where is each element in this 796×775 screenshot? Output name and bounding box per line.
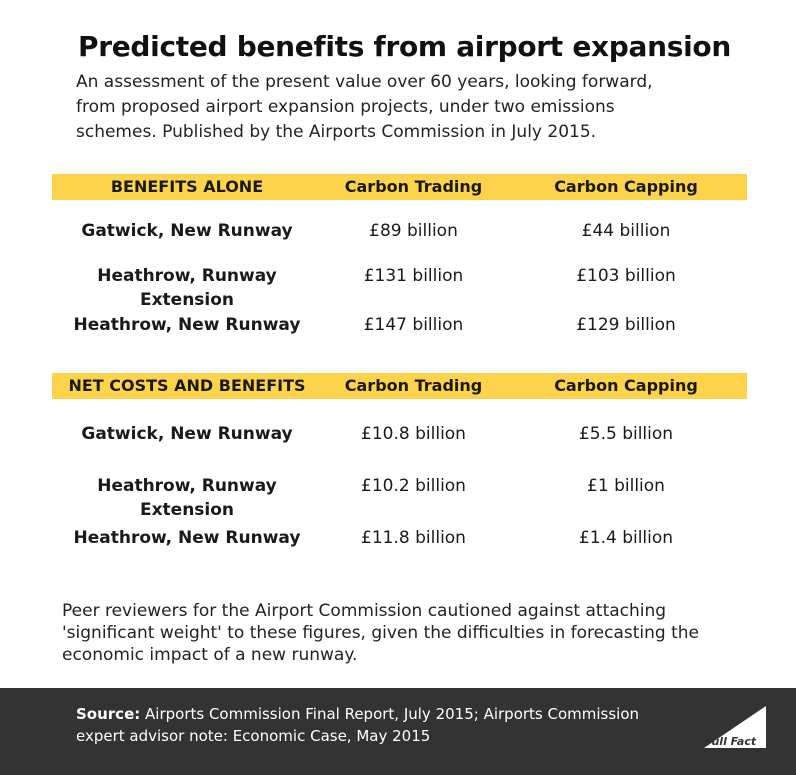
table-cell: £11.8 billion <box>361 528 466 548</box>
source-label: Source: <box>76 705 141 723</box>
row-label: Heathrow, Runway Extension <box>97 476 277 520</box>
table-header-cell: BENEFITS ALONE <box>110 177 264 196</box>
table-cell: £131 billion <box>363 266 464 286</box>
table-cell: £103 billion <box>576 266 676 286</box>
table-cell: £10.2 billion <box>361 476 466 496</box>
source-citation: Source: Airports Commission Final Report… <box>76 703 676 747</box>
page-subtitle: An assessment of the present value over … <box>76 72 653 142</box>
table-cell: £44 billion <box>581 221 671 241</box>
footer: Source: Airports Commission Final Report… <box>0 688 796 775</box>
row-label: Heathrow, Runway Extension <box>97 266 277 310</box>
table-header-cell: Carbon Trading <box>344 177 483 196</box>
table-cell: £5.5 billion <box>578 424 674 444</box>
table-header-cell: Carbon Capping <box>554 376 698 395</box>
source-text: Airports Commission Final Report, July 2… <box>76 705 640 745</box>
logo-text: Full Fact <box>705 735 757 748</box>
row-label: Heathrow, New Runway <box>73 315 301 335</box>
peer-review-note: Peer reviewers for the Airport Commissio… <box>62 601 700 665</box>
row-label: Gatwick, New Runway <box>81 424 293 444</box>
benefits-table: BENEFITS ALONE Carbon Trading Carbon Cap… <box>52 174 747 335</box>
net-costs-table-header: NET COSTS AND BENEFITS Carbon Trading Ca… <box>52 373 747 399</box>
full-fact-logo <box>704 706 766 748</box>
table-cell: £1 billion <box>587 476 665 496</box>
table-cell: £1.4 billion <box>578 528 674 548</box>
table-row: Gatwick, New Runway £10.8 billion £5.5 b… <box>52 422 747 446</box>
table-row: Heathrow, Runway Extension £131 billion … <box>52 264 747 310</box>
row-label: Gatwick, New Runway <box>81 221 293 241</box>
table-row: Heathrow, New Runway £11.8 billion £1.4 … <box>52 526 747 550</box>
table-header-cell: Carbon Capping <box>554 177 698 196</box>
table-cell: £129 billion <box>576 315 676 335</box>
table-cell: £89 billion <box>369 221 458 241</box>
net-costs-table: NET COSTS AND BENEFITS Carbon Trading Ca… <box>52 373 747 548</box>
benefits-table-header: BENEFITS ALONE Carbon Trading Carbon Cap… <box>52 174 747 200</box>
table-row: Gatwick, New Runway £89 billion £44 bill… <box>52 219 747 243</box>
table-header-cell: NET COSTS AND BENEFITS <box>68 376 306 395</box>
table-header-cell: Carbon Trading <box>344 376 483 395</box>
table-row: Heathrow, New Runway £147 billion £129 b… <box>52 313 747 337</box>
table-cell: £147 billion <box>363 315 464 335</box>
page-title: Predicted benefits from airport expansio… <box>78 30 731 63</box>
row-label: Heathrow, New Runway <box>73 528 301 548</box>
table-row: Heathrow, Runway Extension £10.2 billion… <box>52 474 747 520</box>
table-cell: £10.8 billion <box>361 424 466 444</box>
